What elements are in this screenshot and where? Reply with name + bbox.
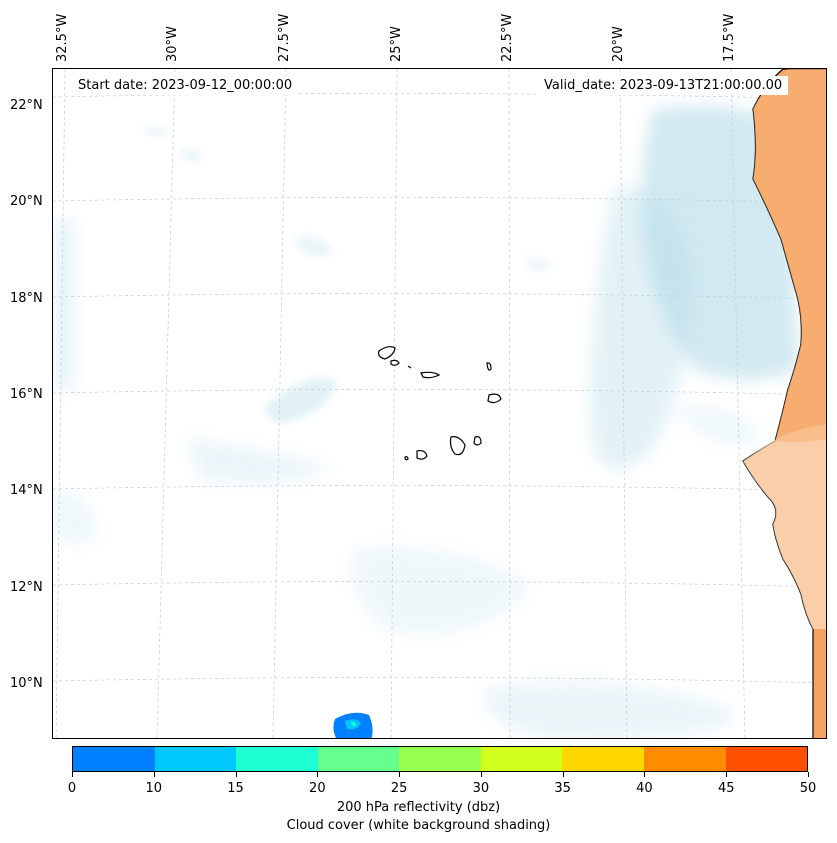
map-canvas bbox=[53, 69, 826, 738]
lon-label-22-5w: 22.5°W bbox=[500, 13, 515, 62]
lon-label-30w: 30°W bbox=[165, 26, 180, 62]
colorbar-tick-label: 45 bbox=[717, 781, 735, 796]
lon-label-17-5w: 17.5°W bbox=[722, 13, 737, 62]
colorbar-segment bbox=[399, 747, 481, 771]
colorbar-tick-label: 20 bbox=[309, 781, 326, 796]
colorbar-tick-label: 30 bbox=[472, 781, 490, 796]
lat-label-18n: 18°N bbox=[10, 291, 43, 306]
colorbar-tick-label: 10 bbox=[145, 781, 163, 796]
colorbar-segment bbox=[154, 747, 237, 771]
colorbar-tick-label: 15 bbox=[227, 781, 244, 796]
lon-label-25w: 25°W bbox=[389, 26, 404, 62]
reflectivity-echo bbox=[333, 712, 373, 738]
colorbar-tick bbox=[153, 772, 155, 777]
colorbar-tick bbox=[808, 772, 809, 777]
colorbar-tick bbox=[317, 772, 319, 777]
colorbar-tick bbox=[726, 772, 728, 777]
colorbar-tick-label: 40 bbox=[636, 781, 653, 796]
valid-date-label: Valid_date: 2023-09-13T21:00:00.00 bbox=[538, 76, 789, 95]
cape-verde-islands bbox=[378, 345, 502, 461]
lon-label-32-5w: 32.5°W bbox=[55, 13, 70, 62]
colorbar-tick-label: 25 bbox=[390, 781, 408, 796]
colorbar-segment bbox=[643, 747, 726, 771]
colorbar-segment bbox=[317, 747, 400, 771]
colorbar-tick-label: 50 bbox=[799, 781, 817, 796]
colorbar-tick bbox=[399, 772, 401, 777]
colorbar-tick-label: 0 bbox=[67, 781, 77, 796]
colorbar-tick bbox=[72, 772, 73, 777]
reflectivity-colorbar bbox=[72, 746, 808, 772]
colorbar-tick bbox=[562, 772, 564, 777]
lat-label-20n: 20°N bbox=[10, 194, 43, 209]
africa-landmass bbox=[742, 69, 826, 738]
lat-label-12n: 12°N bbox=[10, 580, 43, 595]
colorbar-segment bbox=[73, 747, 155, 771]
colorbar-segment bbox=[480, 747, 563, 771]
colorbar-segment bbox=[725, 747, 808, 771]
lat-label-10n: 10°N bbox=[10, 676, 43, 691]
colorbar-tick bbox=[644, 772, 646, 777]
lat-label-22n: 22°N bbox=[10, 98, 43, 113]
lon-label-27-5w: 27.5°W bbox=[277, 13, 292, 62]
lon-label-20w: 20°W bbox=[611, 26, 626, 62]
map-panel[interactable] bbox=[52, 68, 827, 739]
lat-label-16n: 16°N bbox=[10, 387, 43, 402]
colorbar-tick-label: 35 bbox=[554, 781, 571, 796]
cloud-cover-shading bbox=[53, 106, 798, 738]
colorbar-tick bbox=[235, 772, 237, 777]
colorbar-segment bbox=[236, 747, 318, 771]
colorbar-tick bbox=[480, 772, 482, 777]
lat-label-14n: 14°N bbox=[10, 483, 43, 498]
colorbar-segment bbox=[562, 747, 644, 771]
start-date-label: Start date: 2023-09-12_00:00:00 bbox=[72, 76, 299, 95]
colorbar-sublabel: Cloud cover (white background shading) bbox=[286, 818, 551, 833]
colorbar-label: 200 hPa reflectivity (dbz) bbox=[336, 800, 501, 815]
